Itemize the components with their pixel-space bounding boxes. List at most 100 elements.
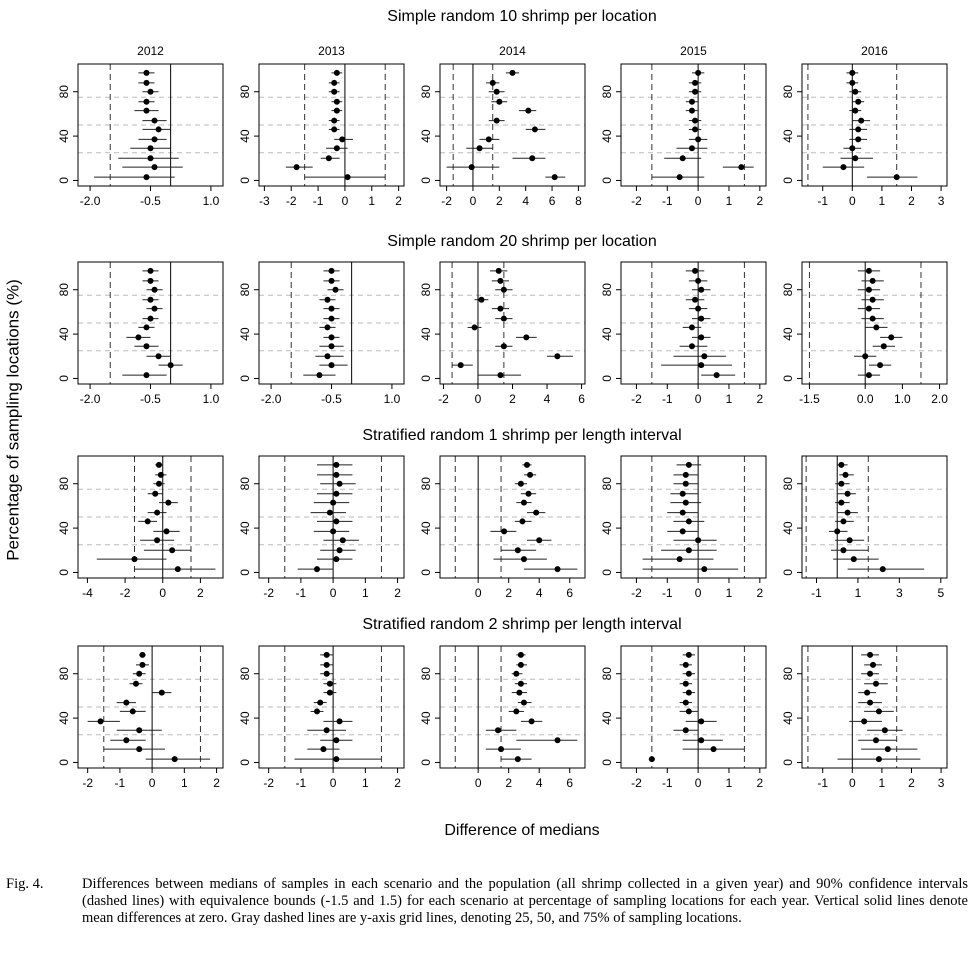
- y-tick-label: 80: [419, 85, 433, 99]
- median-point: [688, 107, 695, 114]
- x-tick-label: 1.0: [203, 194, 220, 208]
- median-point: [485, 136, 492, 143]
- median-point: [852, 88, 859, 95]
- x-tick-label: -1: [662, 586, 673, 600]
- median-point: [516, 689, 523, 696]
- median-point: [333, 756, 340, 763]
- median-point: [147, 145, 154, 152]
- x-tick-label: -2.0: [80, 392, 101, 406]
- y-tick-label: 80: [238, 667, 252, 681]
- plot-frame: [439, 455, 586, 579]
- median-point: [331, 88, 338, 95]
- median-point: [695, 305, 702, 312]
- panel: -1 0 1 2 3 0 40 80: [781, 645, 948, 790]
- median-point: [844, 509, 851, 516]
- median-point: [143, 343, 150, 350]
- median-point: [169, 547, 176, 554]
- median-point: [867, 699, 874, 706]
- chart: Percentage of sampling locations (%) Dif…: [3, 8, 948, 839]
- median-point: [165, 499, 172, 506]
- panel: 0 2 4 6 0 40 80: [419, 455, 586, 600]
- y-tick-label: 40: [781, 711, 795, 725]
- median-point: [167, 362, 174, 369]
- median-point: [135, 334, 142, 341]
- median-point: [97, 718, 104, 725]
- median-point: [339, 537, 346, 544]
- y-tick-label: 80: [419, 477, 433, 491]
- median-point: [517, 680, 524, 687]
- median-point: [497, 277, 504, 284]
- median-point: [496, 98, 503, 105]
- y-tick-label: 0: [781, 177, 795, 184]
- x-tick-label: -1: [296, 776, 307, 790]
- y-tick-label: 40: [419, 521, 433, 535]
- median-point: [500, 343, 507, 350]
- x-tick-label: 0: [695, 392, 702, 406]
- x-tick-label: -2.0: [261, 392, 282, 406]
- x-tick-label: -2: [438, 392, 449, 406]
- panel: 0 2 4 6 0 40 80: [419, 645, 586, 790]
- median-point: [497, 305, 504, 312]
- points: [661, 267, 736, 379]
- median-point: [710, 746, 717, 753]
- x-tick-label: 2: [394, 586, 401, 600]
- median-point: [476, 145, 483, 152]
- median-point: [331, 126, 338, 133]
- x-tick-label: -2: [263, 586, 274, 600]
- median-point: [520, 699, 527, 706]
- median-point: [147, 267, 154, 274]
- median-point: [320, 746, 327, 753]
- median-point: [328, 343, 335, 350]
- y-tick-label: 40: [57, 711, 71, 725]
- panel: -1.5 0.0 1.0 2.0 0 40 80: [781, 261, 948, 406]
- panel: -2 -1 0 1 2 0 40 80: [600, 455, 767, 600]
- x-tick-label: 2: [756, 776, 763, 790]
- median-point: [682, 480, 689, 487]
- panel: -1 1 3 5 0 40 80: [781, 455, 948, 600]
- median-point: [174, 566, 181, 573]
- median-point: [147, 315, 154, 322]
- x-tick-label: 0: [695, 194, 702, 208]
- median-point: [872, 680, 879, 687]
- x-tick-label: 1.0: [384, 392, 401, 406]
- median-point: [875, 708, 882, 715]
- median-point: [498, 746, 505, 753]
- median-point: [123, 737, 130, 744]
- y-tick-label: 40: [57, 129, 71, 143]
- points: [485, 651, 578, 763]
- y-tick-label: 40: [600, 521, 614, 535]
- median-point: [855, 136, 862, 143]
- panel-title: 2012: [137, 44, 164, 58]
- median-point: [873, 324, 880, 331]
- row-title: Stratified random 1 shrimp per length in…: [362, 427, 681, 444]
- y-tick-label: 0: [238, 759, 252, 766]
- x-tick-label: 2.0: [931, 392, 948, 406]
- x-tick-label: 1: [362, 586, 369, 600]
- median-point: [676, 174, 683, 181]
- y-tick-label: 80: [419, 667, 433, 681]
- x-tick-label: 0: [159, 586, 166, 600]
- median-point: [692, 117, 699, 124]
- median-point: [842, 471, 849, 478]
- plot-frame: [801, 645, 948, 769]
- x-tick-label: 0: [849, 776, 856, 790]
- median-point: [698, 286, 705, 293]
- y-tick-label: 0: [600, 759, 614, 766]
- points: [642, 461, 739, 573]
- median-point: [869, 296, 876, 303]
- median-point: [495, 727, 501, 734]
- median-point: [685, 518, 692, 525]
- points: [854, 267, 903, 379]
- x-tick-label: -1: [817, 776, 828, 790]
- median-point: [692, 79, 699, 86]
- median-point: [875, 756, 882, 763]
- row-title: Stratified random 2 shrimp per length in…: [362, 616, 681, 633]
- median-point: [324, 324, 331, 331]
- median-point: [864, 689, 871, 696]
- median-point: [154, 509, 161, 516]
- y-tick-label: 80: [419, 283, 433, 297]
- median-point: [867, 651, 874, 658]
- median-point: [834, 528, 841, 535]
- median-point: [698, 362, 705, 369]
- points: [294, 651, 382, 763]
